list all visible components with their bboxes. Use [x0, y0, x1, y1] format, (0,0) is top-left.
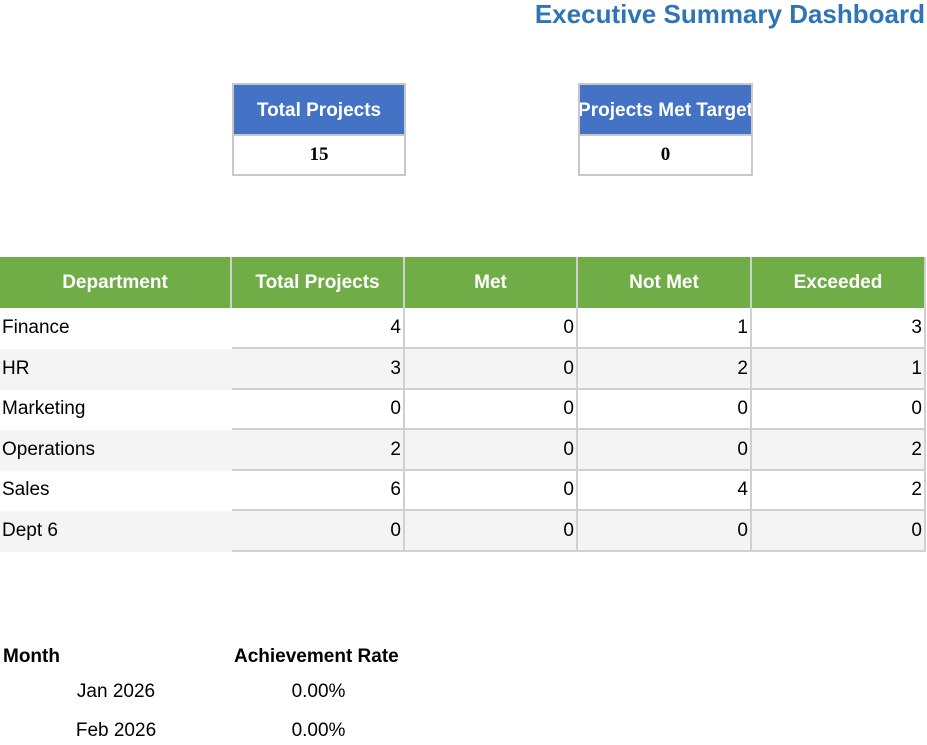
table-cell: 0 — [405, 348, 578, 390]
table-cell: 2 — [752, 429, 926, 471]
table-header: Not Met — [578, 257, 752, 308]
table-header: Total Projects — [232, 257, 405, 308]
table-cell: 4 — [232, 308, 405, 349]
table-cell: 0 — [752, 510, 926, 552]
department-name: HR — [0, 348, 232, 390]
table-header: Department — [0, 257, 232, 308]
trend-cell: 0.00% — [291, 720, 346, 741]
trend-header: Achievement Rate — [234, 646, 399, 667]
table-cell: 0 — [578, 510, 752, 552]
trend-cell: 0.00% — [291, 681, 346, 702]
table-cell: 0 — [232, 510, 405, 552]
table-header: Met — [405, 257, 578, 308]
table-cell: 2 — [752, 470, 926, 511]
table-cell: 0 — [578, 429, 752, 471]
table-cell: 0 — [405, 429, 578, 471]
department-name: Dept 6 — [0, 510, 232, 552]
kpi-label: Total Projects — [232, 83, 406, 136]
table-cell: 3 — [752, 308, 926, 349]
table-cell: 0 — [405, 470, 578, 511]
table-cell: 0 — [232, 389, 405, 430]
table-cell: 0 — [405, 389, 578, 430]
table-cell: 0 — [578, 389, 752, 430]
table-cell: 2 — [578, 348, 752, 390]
kpi-label: Projects Met Target — [578, 83, 753, 136]
table-cell: 4 — [578, 470, 752, 511]
table-cell: 1 — [752, 348, 926, 390]
department-name: Finance — [2, 317, 70, 338]
dashboard-title: Executive Summary Dashboard — [534, 0, 925, 29]
table-header: Exceeded — [752, 257, 926, 308]
department-name: Sales — [2, 479, 50, 500]
trend-cell: Feb 2026 — [75, 720, 157, 741]
table-cell: 0 — [752, 389, 926, 430]
table-cell: 1 — [578, 308, 752, 349]
table-cell: 0 — [405, 308, 578, 349]
table-cell: 0 — [405, 510, 578, 552]
department-name: Operations — [0, 429, 232, 471]
trend-header: Month — [3, 646, 60, 667]
trend-cell: Jan 2026 — [76, 681, 156, 702]
table-cell: 3 — [232, 348, 405, 390]
kpi-value: 15 — [232, 136, 406, 176]
department-name: Marketing — [2, 398, 86, 419]
kpi-value: 0 — [578, 136, 753, 176]
table-cell: 6 — [232, 470, 405, 511]
table-cell: 2 — [232, 429, 405, 471]
